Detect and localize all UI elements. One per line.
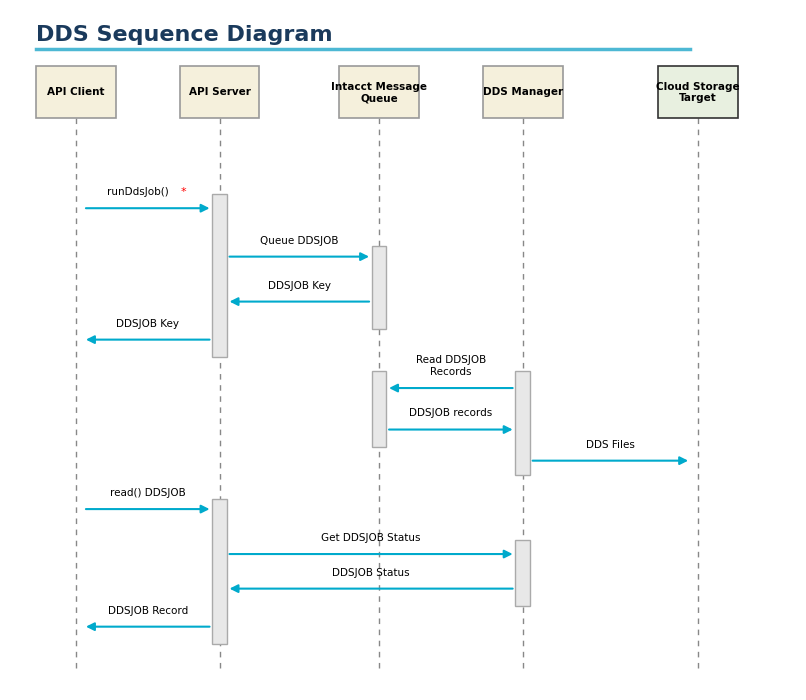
Text: DDSJOB Key: DDSJOB Key (116, 318, 179, 328)
Bar (659, 66, 738, 118)
Bar (212, 498, 226, 644)
Text: Read DDSJOB
Records: Read DDSJOB Records (416, 356, 486, 377)
Bar (483, 66, 563, 118)
Bar (516, 371, 530, 475)
Bar (339, 66, 419, 118)
Text: DDSJOB Status: DDSJOB Status (332, 568, 410, 578)
Text: DDS Files: DDS Files (586, 440, 635, 449)
Text: read() DDSJOB: read() DDSJOB (110, 488, 185, 498)
Bar (180, 66, 260, 118)
Text: Queue DDSJOB: Queue DDSJOB (260, 236, 339, 246)
Text: runDdsJob(): runDdsJob() (107, 187, 172, 197)
Text: Cloud Storage
Target: Cloud Storage Target (656, 82, 740, 103)
Bar (372, 371, 386, 447)
Text: DDSJOB Record: DDSJOB Record (108, 606, 188, 615)
Text: API Server: API Server (189, 88, 251, 97)
Text: DDSJOB records: DDSJOB records (409, 409, 492, 419)
Text: DDS Sequence Diagram: DDS Sequence Diagram (36, 25, 333, 45)
Text: DDS Manager: DDS Manager (483, 88, 563, 97)
Text: Intacct Message
Queue: Intacct Message Queue (331, 82, 427, 103)
Bar (516, 540, 530, 606)
Text: *: * (181, 187, 186, 197)
Bar (372, 246, 386, 329)
Text: DDSJOB Key: DDSJOB Key (268, 281, 330, 290)
Bar (36, 66, 116, 118)
Bar (212, 195, 226, 357)
Text: API Client: API Client (48, 88, 105, 97)
Text: Get DDSJOB Status: Get DDSJOB Status (322, 533, 421, 543)
